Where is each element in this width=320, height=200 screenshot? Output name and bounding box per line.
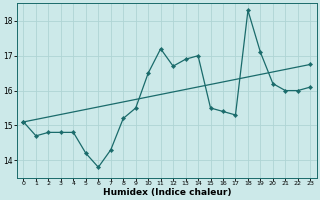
X-axis label: Humidex (Indice chaleur): Humidex (Indice chaleur) <box>103 188 231 197</box>
